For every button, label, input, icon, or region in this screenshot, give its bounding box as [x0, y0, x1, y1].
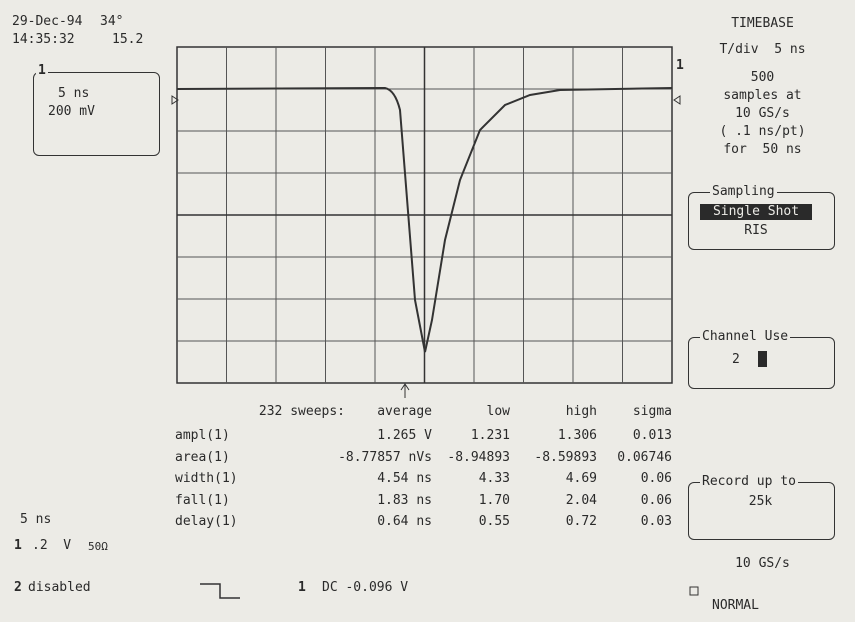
measure-name: ampl(1) [175, 428, 230, 443]
measure-value: 0.03 [640, 514, 672, 529]
time: 14:35:32 [12, 32, 75, 47]
table-header: high [565, 404, 597, 419]
samples-at: samples at [723, 88, 802, 103]
footer-timebase: 5 ns [20, 512, 52, 527]
measure-value: 1.70 [478, 492, 510, 508]
channel-box [33, 72, 160, 156]
temperature: 34° [100, 14, 124, 29]
ch1-scale: .2 V [32, 538, 72, 553]
ch1-label: 1 [14, 538, 22, 553]
measure-value: -8.77857 nVs [338, 449, 432, 465]
cursor [758, 351, 767, 367]
samples: 500 [750, 70, 775, 85]
record-box [688, 482, 835, 540]
sampling-title: Sampling [710, 184, 777, 199]
trigger-channel: 1 [298, 580, 306, 595]
trigger-level: DC -0.096 V [322, 580, 409, 595]
record-value: 25k [748, 494, 773, 509]
per-point: ( .1 ns/pt) [719, 124, 806, 139]
measure-value: 0.64 ns [377, 514, 432, 529]
measure-value: 0.72 [565, 514, 597, 529]
measure-value: 0.06 [640, 492, 672, 508]
measure-value: 4.69 [565, 471, 597, 486]
measure-value: 4.33 [478, 471, 510, 486]
measure-value: 1.306 [557, 428, 597, 443]
temperature-2: 15.2 [112, 32, 144, 47]
sampling-option[interactable]: RIS [744, 223, 768, 238]
measure-value: 0.55 [478, 514, 510, 529]
sample-rate-status: 10 GS/s [735, 556, 790, 571]
measure-value: -8.94893 [447, 449, 510, 465]
measure-value: 1.231 [470, 428, 510, 443]
measure-value: -8.59893 [534, 449, 597, 465]
measure-value: 1.83 ns [377, 492, 432, 508]
measure-value: 4.54 ns [377, 471, 432, 486]
ch2-label: 2 [14, 580, 22, 595]
channel-box-label: 1 [36, 63, 48, 78]
table-header: average [377, 404, 432, 419]
measure-value: 2.04 [565, 492, 597, 508]
measure-name: width(1) [175, 471, 238, 486]
ch1-impedance: 50Ω [88, 540, 108, 553]
duration: for 50 ns [723, 142, 802, 157]
measure-value: 0.06 [640, 471, 672, 486]
table-header: 232 sweeps: [258, 404, 345, 419]
sampling-box [688, 192, 835, 250]
record-title: Record up to [700, 474, 798, 489]
measure-name: area(1) [175, 449, 230, 465]
table-header: low [486, 404, 510, 419]
measure-value: 0.06746 [617, 449, 672, 465]
table-header: sigma [632, 404, 672, 419]
channel-volts: 200 mV [48, 104, 95, 119]
sampling-option[interactable]: Single Shot [700, 204, 812, 220]
ch2-status: disabled [28, 580, 91, 595]
measure-value: 0.013 [632, 428, 672, 443]
measure-name: fall(1) [175, 492, 230, 508]
trace-marker: 1 [676, 58, 684, 73]
trigger-mode: NORMAL [712, 598, 759, 613]
time-per-div: T/div 5 ns [719, 42, 806, 57]
measure-name: delay(1) [175, 514, 238, 529]
channel-timebase: 5 ns [58, 86, 90, 101]
measure-value: 1.265 V [377, 428, 432, 443]
timebase-title: TIMEBASE [731, 16, 794, 31]
sample-rate: 10 GS/s [735, 106, 790, 121]
date: 29-Dec-94 [12, 14, 83, 29]
channel-use-value[interactable]: 2 [732, 352, 740, 367]
channel-use-title: Channel Use [700, 329, 791, 344]
